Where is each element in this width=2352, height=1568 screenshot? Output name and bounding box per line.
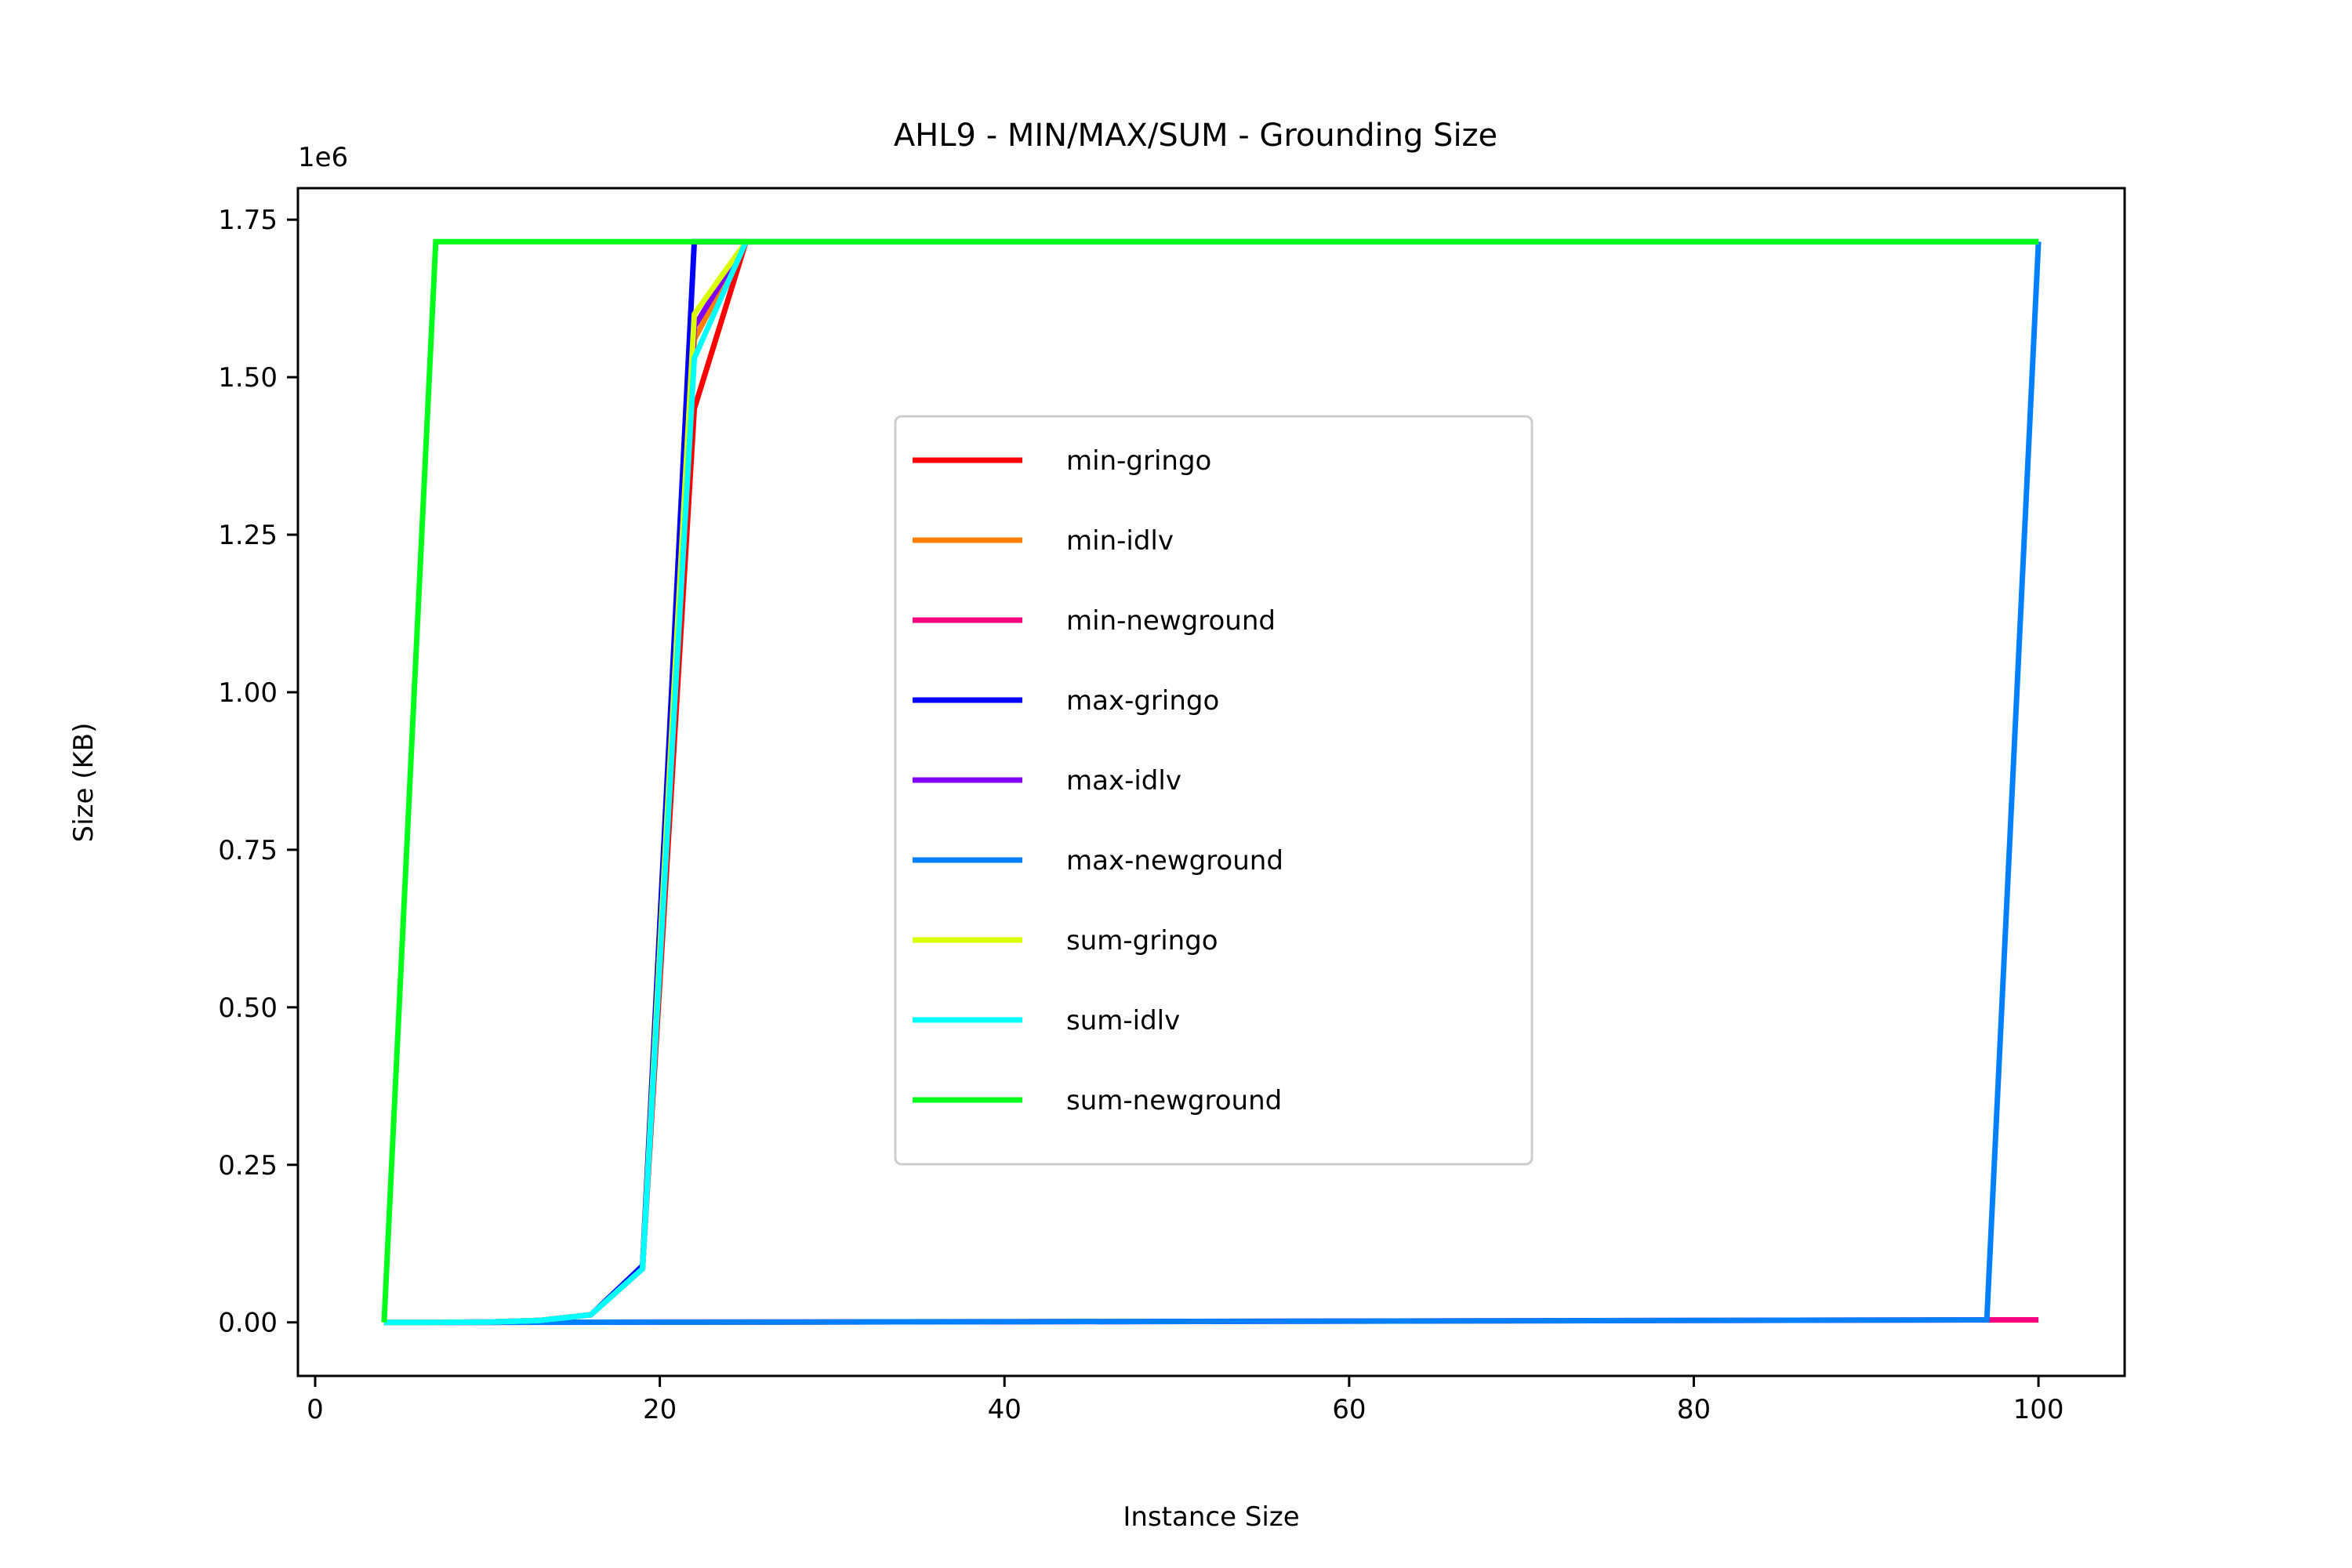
- y-tick-label: 1.50: [218, 362, 278, 394]
- legend: min-gringo min-idlv min-newground max-gring…: [894, 415, 1534, 1166]
- x-tick-label: 0: [307, 1394, 324, 1425]
- legend-label-min-newground: min-newground: [1066, 605, 1276, 637]
- y-axis-offset-label: 1e6: [298, 142, 348, 173]
- x-tick-label: 100: [2013, 1394, 2064, 1425]
- x-tick-label: 40: [988, 1394, 1022, 1425]
- x-axis-ticks: 0 20 40 60 80 100: [307, 1376, 2064, 1425]
- y-tick-label: 1.00: [218, 677, 278, 709]
- legend-label-max-gringo: max-gringo: [1066, 685, 1219, 717]
- x-tick-label: 20: [643, 1394, 677, 1425]
- legend-label-sum-newground: sum-newground: [1066, 1085, 1282, 1116]
- y-tick-label: 0.00: [218, 1308, 278, 1339]
- chart-title: AHL9 - MIN/MAX/SUM - Grounding Size: [894, 118, 1497, 154]
- legend-label-min-idlv: min-idlv: [1066, 525, 1174, 557]
- y-tick-label: 0.25: [218, 1150, 278, 1181]
- legend-box: [894, 415, 1534, 1166]
- series-line-sum-newground: [381, 238, 2039, 1323]
- x-tick-label: 60: [1332, 1394, 1366, 1425]
- y-tick-label: 1.75: [218, 205, 278, 236]
- legend-label-max-idlv: max-idlv: [1066, 765, 1181, 797]
- y-tick-label: 0.50: [218, 993, 278, 1024]
- y-axis-label: Size (KB): [68, 723, 100, 843]
- y-axis-ticks: 0.00 0.25 0.50 0.75 1.00 1.25 1.50 1.75: [218, 205, 298, 1339]
- x-tick-label: 80: [1677, 1394, 1711, 1425]
- plot-area-frame: [296, 187, 2126, 1377]
- legend-label-min-gringo: min-gringo: [1066, 445, 1211, 477]
- series-lines: [381, 238, 2042, 1326]
- y-tick-label: 0.75: [218, 835, 278, 866]
- legend-label-sum-gringo: sum-gringo: [1066, 925, 1218, 956]
- x-axis-label: Instance Size: [1123, 1501, 1299, 1533]
- legend-label-sum-idlv: sum-idlv: [1066, 1005, 1180, 1036]
- series-line-sum-idlv: [383, 238, 2039, 1326]
- y-tick-label: 1.25: [218, 520, 278, 551]
- legend-label-max-newground: max-newground: [1066, 845, 1283, 877]
